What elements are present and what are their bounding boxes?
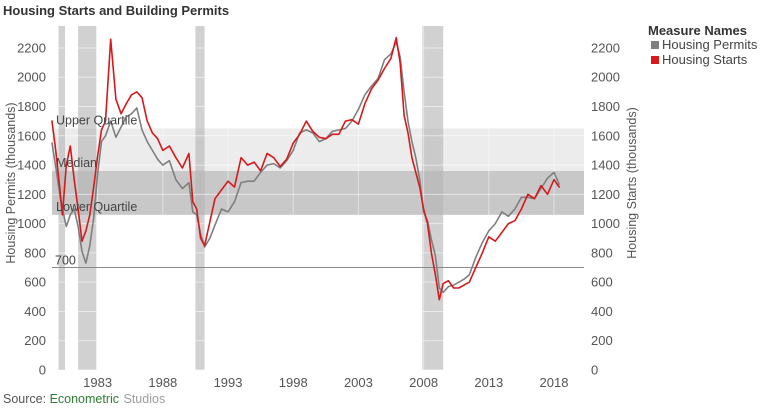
- recession-band: [78, 26, 97, 370]
- band-labels: Upper Quartile Median Lower Quartile: [56, 113, 137, 213]
- lower-quartile-label: Lower Quartile: [56, 200, 137, 214]
- y-tick-left-label: 1800: [17, 99, 46, 114]
- x-tick-label: 1998: [279, 375, 308, 390]
- source-brand: Econometric: [50, 392, 119, 406]
- y-tick-left-label: 200: [24, 333, 46, 348]
- legend-label: Housing Permits: [662, 37, 758, 52]
- x-tick-label: 2013: [474, 375, 503, 390]
- y-tick-right-label: 1000: [591, 216, 620, 231]
- y-tick-left-label: 2000: [17, 70, 46, 85]
- recession-band: [422, 26, 444, 370]
- x-tick-label: 1983: [83, 375, 112, 390]
- y-tick-right-label: 1400: [591, 158, 620, 173]
- recession-band: [195, 26, 205, 370]
- legend-title: Measure Names: [648, 23, 747, 38]
- y-tick-left-label: 0: [39, 363, 46, 378]
- y-tick-right-label: 1800: [591, 99, 620, 114]
- recession-shading: [58, 26, 444, 370]
- legend-swatch: [651, 56, 659, 64]
- housing-permits-line: [51, 41, 560, 294]
- y-tick-right-label: 1600: [591, 128, 620, 143]
- y-axis-right-title: Housing Starts (thousands): [625, 107, 639, 258]
- source-credit: Source: Econometric Studios: [3, 390, 165, 407]
- y-tick-right-label: 200: [591, 333, 613, 348]
- legend-label: Housing Starts: [662, 52, 748, 67]
- y-tick-right-label: 2000: [591, 70, 620, 85]
- source-suffix: Studios: [124, 392, 166, 406]
- series-lines: [51, 36, 560, 301]
- x-axis-ticks: 1983 1988 1993 1998 2003 2008 2013 2018: [83, 375, 568, 390]
- lower-quartile-band: [52, 170, 584, 215]
- x-tick-label: 2018: [540, 375, 569, 390]
- chart-title: Housing Starts and Building Permits: [3, 3, 229, 18]
- y-tick-right-label: 0: [591, 363, 598, 378]
- y-axis-left-ticks: 0 200 400 600 800 1000 1200 1400 1600 1800 2000 220…: [17, 40, 46, 377]
- x-tick-label: 2003: [344, 375, 373, 390]
- y-tick-left-label: 1600: [17, 128, 46, 143]
- y-tick-left-label: 600: [24, 275, 46, 290]
- recession-band: [58, 26, 66, 370]
- median-label: Median: [56, 156, 97, 170]
- y-tick-left-label: 1400: [17, 158, 46, 173]
- y-tick-right-label: 1200: [591, 187, 620, 202]
- y-tick-left-label: 2200: [17, 40, 46, 55]
- y-tick-right-label: 2200: [591, 40, 620, 55]
- x-tick-label: 2008: [409, 375, 438, 390]
- y-tick-right-label: 800: [591, 245, 613, 260]
- y-tick-right-label: 400: [591, 304, 613, 319]
- y-tick-right-label: 600: [591, 275, 613, 290]
- y-tick-left-label: 400: [24, 304, 46, 319]
- upper-quartile-label: Upper Quartile: [56, 113, 137, 127]
- legend-swatch: [651, 41, 659, 49]
- y-axis-left-title: Housing Permits (thousands): [4, 102, 18, 263]
- reference-line-group: 700: [52, 254, 584, 269]
- reference-line-label: 700: [55, 254, 76, 268]
- housing-starts-line: [51, 36, 560, 301]
- x-tick-label: 1988: [148, 375, 177, 390]
- upper-quartile-band: [52, 128, 584, 171]
- y-tick-left-label: 1000: [17, 216, 46, 231]
- y-tick-left-label: 800: [24, 245, 46, 260]
- x-tick-label: 1993: [214, 375, 243, 390]
- source-prefix: Source:: [3, 392, 50, 406]
- gridlines: [52, 26, 584, 371]
- y-tick-left-label: 1200: [17, 187, 46, 202]
- y-axis-right-ticks: 0 200 400 600 800 1000 1200 1400 1600 1800 2000 220…: [591, 40, 620, 377]
